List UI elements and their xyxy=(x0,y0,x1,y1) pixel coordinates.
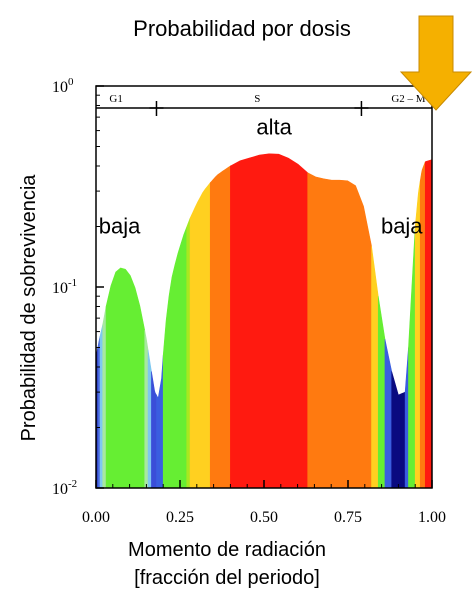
color-bands xyxy=(96,153,432,488)
x-tick-label-3: 0.75 xyxy=(334,509,362,526)
phase-labels: G1 S G2 – M xyxy=(109,93,426,116)
band-6 xyxy=(147,349,152,488)
band-1 xyxy=(97,336,101,488)
band-8 xyxy=(156,355,164,488)
band-18 xyxy=(391,371,406,488)
x-axis-title-line-2: [fracción del periodo] xyxy=(134,567,320,589)
y-axis-title: Probabilidad de sobrevivencia xyxy=(18,174,40,442)
band-14 xyxy=(307,172,372,488)
x-axis-title-line-1: Momento de radiación xyxy=(128,539,326,561)
annotation-1: alta xyxy=(256,115,292,140)
band-22 xyxy=(419,161,426,488)
band-16 xyxy=(377,296,386,488)
band-3 xyxy=(102,306,107,488)
band-19 xyxy=(404,347,409,488)
phase-label-1: S xyxy=(254,93,260,105)
y-tick-label-1: 10-1 xyxy=(52,277,77,297)
chart-title: Probabilidad por dosis xyxy=(133,16,351,41)
annotation-2: baja xyxy=(381,213,423,238)
band-13 xyxy=(230,153,308,488)
band-20 xyxy=(408,226,416,488)
band-2 xyxy=(99,324,104,488)
x-tick-label-4: 1.00 xyxy=(418,509,446,526)
x-tick-label-1: 0.25 xyxy=(166,509,194,526)
band-9 xyxy=(162,226,188,488)
phase-boundary-1 xyxy=(354,101,369,116)
x-axis: 0.00 0.25 0.50 0.75 1.00 xyxy=(82,480,446,526)
band-15 xyxy=(371,245,379,488)
band-10 xyxy=(186,218,191,488)
arrow-down-icon xyxy=(399,15,473,111)
band-7 xyxy=(151,371,157,488)
band-4 xyxy=(105,267,146,488)
band-23 xyxy=(424,159,432,488)
band-17 xyxy=(384,339,392,488)
x-tick-label-2: 0.50 xyxy=(250,509,278,526)
y-tick-label-2: 10-2 xyxy=(52,478,77,498)
band-21 xyxy=(414,180,421,488)
x-tick-label-0: 0.00 xyxy=(82,509,110,526)
phase-label-0: G1 xyxy=(109,93,122,105)
band-5 xyxy=(144,330,149,488)
phase-boundary-0 xyxy=(149,101,164,116)
annotations: baja alta baja xyxy=(99,115,424,239)
phase-label-2: G2 – M xyxy=(391,93,425,105)
y-tick-label-0: 100 xyxy=(52,76,74,96)
annotation-0: baja xyxy=(99,213,141,238)
y-axis: 100 10-1 10-2 xyxy=(52,76,104,498)
band-12 xyxy=(209,165,231,488)
band-11 xyxy=(189,181,211,488)
